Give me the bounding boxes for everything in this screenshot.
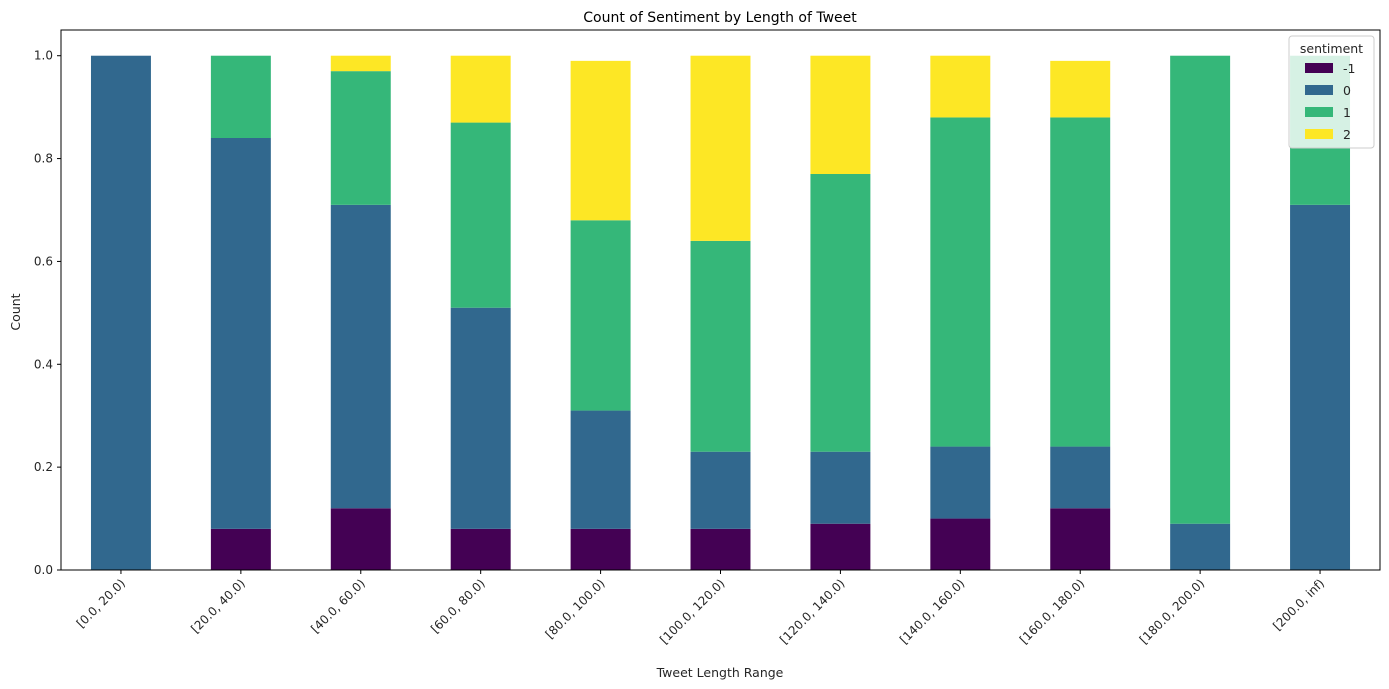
x-tick-label-0: [0.0, 20.0): [74, 576, 128, 630]
bar-segment-6-series-0: [810, 523, 871, 570]
x-tick-label-5: [100.0, 120.0): [657, 576, 728, 647]
y-tick-label-3: 0.6: [34, 254, 53, 268]
x-tick-label-1: [20.0, 40.0): [188, 576, 248, 636]
bar-segment-2-series-3: [330, 55, 391, 72]
legend-swatch-3: [1305, 129, 1333, 139]
legend-title: sentiment: [1300, 41, 1363, 56]
legend-label-0: -1: [1343, 61, 1355, 76]
bar-segment-2-series-1: [330, 204, 391, 509]
legend-swatch-0: [1305, 63, 1333, 73]
bar-segment-9-series-2: [1170, 55, 1231, 524]
legend-label-2: 1: [1343, 105, 1351, 120]
y-tick-label-1: 0.2: [34, 460, 53, 474]
bar-segment-3-series-3: [450, 55, 511, 123]
legend-swatch-2: [1305, 107, 1333, 117]
bar-segment-2-series-0: [330, 508, 391, 570]
bar-segment-4-series-2: [570, 220, 631, 411]
x-tick-label-9: [180.0, 200.0): [1137, 576, 1208, 647]
bar-segment-3-series-0: [450, 528, 511, 570]
x-tick-label-8: [160.0, 180.0): [1017, 576, 1088, 647]
bar-segment-5-series-3: [690, 55, 751, 241]
bar-segment-6-series-1: [810, 451, 871, 524]
bar-segment-7-series-3: [930, 55, 991, 118]
bar-segment-1-series-1: [210, 138, 271, 529]
bar-segment-4-series-1: [570, 410, 631, 529]
bar-segment-1-series-0: [210, 528, 271, 570]
x-tick-label-2: [40.0, 60.0): [308, 576, 368, 636]
bar-segment-8-series-0: [1050, 508, 1111, 570]
bar-segment-7-series-1: [930, 446, 991, 519]
bar-segment-1-series-2: [210, 55, 271, 138]
bar-segment-5-series-1: [690, 451, 751, 529]
x-tick-label-10: [200.0, inf): [1270, 576, 1327, 633]
y-tick-label-0: 0.0: [34, 563, 53, 577]
x-tick-label-6: [120.0, 140.0): [777, 576, 848, 647]
x-tick-label-4: [80.0, 100.0): [543, 576, 608, 641]
legend-label-3: 2: [1343, 127, 1351, 142]
x-tick-label-7: [140.0, 160.0): [897, 576, 968, 647]
y-axis-label: Count: [8, 293, 23, 330]
legend-label-1: 0: [1343, 83, 1351, 98]
bar-segment-6-series-3: [810, 55, 871, 174]
bar-segment-7-series-2: [930, 117, 991, 447]
legend: sentiment -1 0 1 2: [1288, 35, 1375, 149]
bar-segment-8-series-3: [1050, 60, 1111, 118]
bar-segment-5-series-2: [690, 240, 751, 452]
bars-layer: [90, 55, 1351, 570]
bar-segment-2-series-2: [330, 71, 391, 205]
bar-segment-6-series-2: [810, 174, 871, 452]
bar-segment-9-series-1: [1170, 523, 1231, 570]
bar-segment-5-series-0: [690, 528, 751, 570]
legend-swatch-1: [1305, 85, 1333, 95]
x-tick-label-3: [60.0, 80.0): [428, 576, 488, 636]
bar-segment-4-series-0: [570, 528, 631, 570]
bar-segment-7-series-0: [930, 518, 991, 570]
bar-segment-10-series-1: [1290, 204, 1351, 570]
bar-segment-0-series-1: [90, 55, 151, 570]
y-tick-label-4: 0.8: [34, 152, 53, 166]
chart-title: Count of Sentiment by Length of Tweet: [583, 10, 857, 26]
y-tick-label-5: 1.0: [34, 49, 53, 63]
bar-segment-3-series-1: [450, 307, 511, 529]
bar-segment-8-series-2: [1050, 117, 1111, 447]
x-axis-label: Tweet Length Range: [656, 665, 784, 680]
bar-segment-8-series-1: [1050, 446, 1111, 509]
bar-segment-4-series-3: [570, 60, 631, 221]
bar-segment-3-series-2: [450, 122, 511, 308]
y-tick-label-2: 0.4: [34, 357, 53, 371]
